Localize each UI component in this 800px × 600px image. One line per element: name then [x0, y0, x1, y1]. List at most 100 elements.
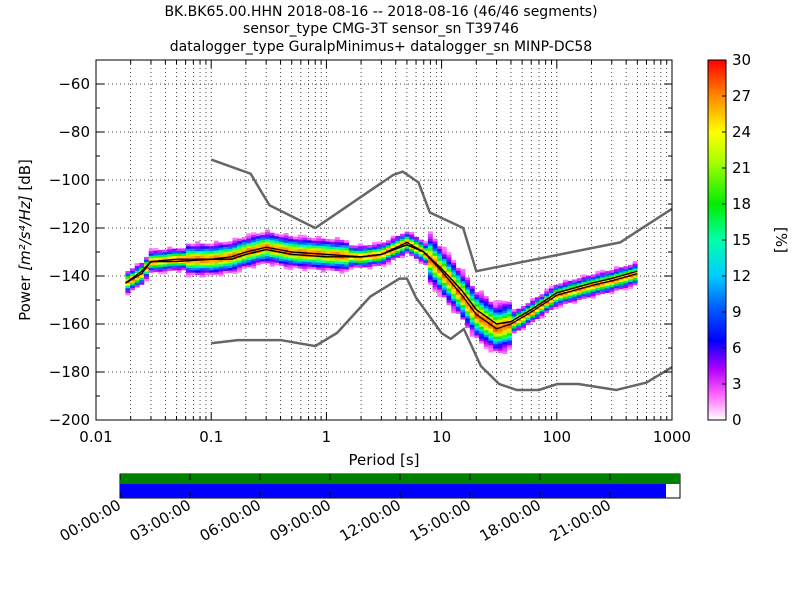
heatmap-cell — [381, 242, 387, 246]
heatmap-cell — [213, 250, 219, 253]
heatmap-cell — [404, 234, 410, 237]
heatmap-cell — [465, 313, 471, 317]
heatmap-cell — [204, 246, 210, 249]
heatmap-cell — [344, 247, 350, 251]
heatmap-cell — [618, 281, 624, 285]
heatmap-cell — [376, 243, 382, 247]
heatmap-cell — [553, 297, 559, 300]
heatmap-cell — [507, 330, 512, 334]
heatmap-cell — [246, 238, 252, 241]
heatmap-cell — [204, 260, 210, 264]
heatmap-cell — [502, 300, 508, 304]
heatmap-cell — [269, 235, 275, 238]
heatmap-cell — [567, 295, 573, 298]
heatmap-cell — [283, 244, 289, 248]
heatmap-cell — [227, 248, 233, 252]
heatmap-cell — [437, 246, 443, 249]
heatmap-cell — [497, 350, 503, 354]
heatmap-cell — [339, 244, 345, 248]
heatmap-cell — [572, 284, 578, 287]
heatmap-cell — [157, 254, 163, 258]
heatmap-cell — [339, 268, 345, 272]
y-axis-ticks: −60 −80 −100 −120 −140 −160 −180 −200 — [49, 59, 672, 429]
heatmap-cell — [497, 340, 503, 344]
heatmap-cell — [558, 304, 564, 308]
heatmap-cell — [553, 285, 559, 288]
colorbar-tick-label: 0 — [732, 411, 742, 429]
heatmap-cell — [348, 264, 354, 268]
heatmap-cell — [446, 268, 452, 272]
heatmap-cell — [190, 246, 196, 249]
heatmap-cell — [302, 237, 308, 240]
heatmap-cell — [567, 285, 573, 289]
heatmap-cell — [367, 264, 373, 267]
heatmap-cell — [530, 319, 536, 323]
heatmap-cell — [423, 243, 429, 246]
heatmap-cell — [441, 277, 447, 281]
heatmap-cell — [441, 285, 447, 288]
heatmap-cell — [153, 250, 159, 254]
heatmap-cell — [497, 314, 503, 318]
heatmap-cell — [157, 252, 163, 256]
heatmap-cell — [218, 259, 224, 262]
heatmap-cell — [507, 313, 512, 317]
heatmap-cell — [237, 240, 243, 244]
heatmap-cell — [274, 235, 280, 239]
title-line-2: sensor_type CMG-3T sensor_sn T39746 — [243, 21, 519, 37]
heatmap-cell — [344, 256, 350, 260]
heatmap-cell — [614, 273, 619, 277]
heatmap-cell — [441, 275, 447, 279]
heatmap-cell — [330, 251, 336, 254]
heatmap-cell — [320, 257, 326, 261]
heatmap-cell — [581, 291, 587, 295]
heatmap-cell — [195, 270, 201, 273]
heatmap-cell — [251, 244, 257, 247]
nlnm-curve — [211, 277, 673, 392]
heatmap-cell — [209, 272, 215, 276]
heatmap-cell — [558, 295, 564, 299]
heatmap-cell — [390, 254, 396, 258]
heatmap-cell — [493, 338, 498, 342]
heatmap-cell — [488, 333, 494, 336]
heatmap-cell — [395, 252, 401, 256]
heatmap-cell — [334, 239, 340, 243]
heatmap-cell — [223, 261, 229, 264]
heatmap-cell — [334, 237, 340, 240]
heatmap-cell — [479, 304, 485, 308]
heatmap-cell — [325, 267, 331, 271]
heatmap-cell — [465, 325, 471, 329]
heatmap-cell — [451, 274, 457, 278]
heatmap-cell — [474, 327, 480, 331]
heatmap-cell — [451, 303, 457, 306]
timeline-tick-label: 21:00:00 — [547, 496, 614, 545]
heatmap-cell — [604, 273, 610, 277]
colorbar-tick-label: 15 — [732, 231, 751, 249]
heatmap-cell — [176, 267, 182, 271]
heatmap-cell — [167, 246, 173, 250]
heatmap-cell — [153, 247, 159, 251]
heatmap-cell — [600, 269, 606, 273]
heatmap-cell — [232, 264, 238, 267]
heatmap-cell — [278, 258, 284, 262]
heatmap-cell — [185, 262, 191, 266]
heatmap-cell — [125, 273, 131, 277]
heatmap-cell — [376, 241, 382, 245]
heatmap-cell — [344, 242, 350, 246]
heatmap-cell — [372, 246, 378, 250]
heatmap-cell — [241, 244, 247, 247]
heatmap-cell — [302, 246, 308, 250]
heatmap-cell — [525, 317, 531, 321]
heatmap-cell — [628, 276, 633, 280]
heatmap-cell — [628, 279, 633, 282]
heatmap-cell — [190, 272, 196, 276]
heatmap-cell — [390, 252, 396, 256]
heatmap-cell — [432, 243, 438, 247]
heatmap-cell — [507, 325, 512, 329]
heatmap-cell — [288, 248, 294, 251]
heatmap-cell — [362, 245, 368, 249]
heatmap-cell — [488, 311, 494, 315]
heatmap-cell — [469, 312, 475, 316]
heatmap-cell — [493, 336, 498, 340]
heatmap-cell — [227, 260, 233, 264]
heatmap-cell — [176, 262, 182, 266]
